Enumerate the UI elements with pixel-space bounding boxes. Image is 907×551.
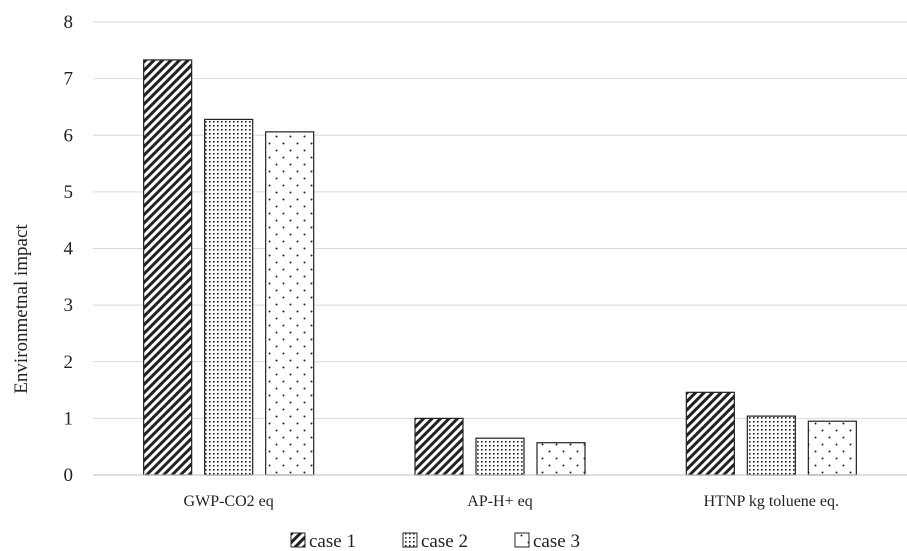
legend-swatch xyxy=(402,532,418,548)
bar-case-1-2 xyxy=(685,391,735,476)
legend-label: case 1 xyxy=(309,531,356,551)
y-axis-title: Environmetnal impact xyxy=(11,224,32,394)
legend-label: case 2 xyxy=(421,531,468,551)
y-tick-label: 6 xyxy=(64,125,74,146)
x-axis-categories: GWP-CO2 eq AP-H+ eq HTNP kg toluene eq. xyxy=(184,493,839,510)
y-tick-label: 1 xyxy=(64,408,74,429)
legend: case 1 case 2 case 3 xyxy=(290,531,580,551)
bar-case-2-1 xyxy=(475,437,525,476)
bar-case-1-1 xyxy=(414,417,464,476)
bar-case-2-2 xyxy=(746,415,796,476)
y-tick-label: 5 xyxy=(64,182,74,203)
y-tick-label: 8 xyxy=(64,12,74,33)
bar-case-3-2 xyxy=(807,420,857,476)
x-category-label: AP-H+ eq xyxy=(467,493,532,510)
bars xyxy=(143,59,857,476)
y-axis-ticks: 0 1 2 3 4 5 6 7 8 xyxy=(64,12,74,486)
y-tick-label: 3 xyxy=(64,295,74,316)
legend-label: case 3 xyxy=(533,531,580,551)
bar-case-3-1 xyxy=(536,442,586,476)
y-tick-label: 7 xyxy=(64,69,74,90)
x-category-label: GWP-CO2 eq xyxy=(184,493,274,510)
x-category-label: HTNP kg toluene eq. xyxy=(704,493,839,510)
legend-swatch xyxy=(290,532,306,548)
bar-case-1-0 xyxy=(143,59,193,476)
bar-case-3-0 xyxy=(265,131,315,476)
bar-case-2-0 xyxy=(204,118,254,476)
legend-swatch xyxy=(514,532,530,548)
y-tick-label: 0 xyxy=(64,465,74,486)
y-tick-label: 2 xyxy=(64,352,74,373)
y-tick-label: 4 xyxy=(64,239,74,260)
